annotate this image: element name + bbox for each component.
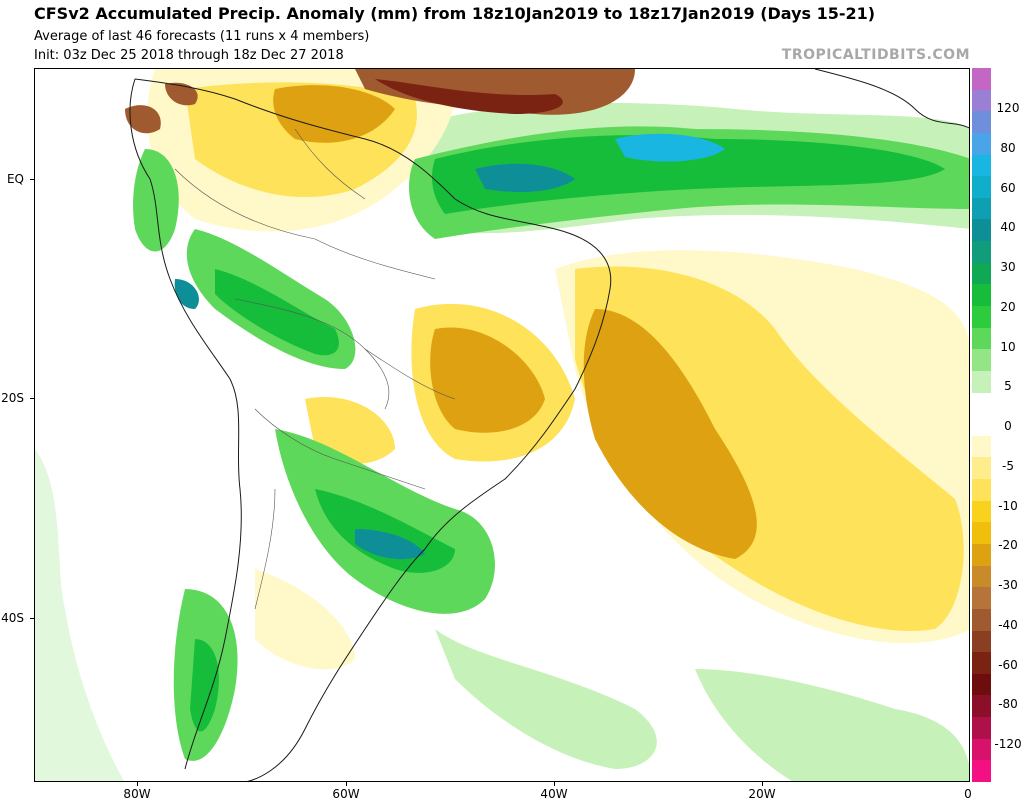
colorbar-swatch bbox=[972, 630, 991, 653]
colorbar-swatch bbox=[972, 262, 991, 285]
colorbar-swatch bbox=[972, 435, 991, 458]
watermark-brand: TROPICALTIDBITS.COM bbox=[781, 47, 970, 63]
wet-strong-regions bbox=[174, 163, 575, 560]
colorbar-swatch bbox=[972, 197, 991, 220]
dry-extreme-regions bbox=[125, 69, 635, 134]
init-time-subtitle: Init: 03z Dec 25 2018 through 18z Dec 27… bbox=[34, 48, 344, 63]
colorbar-swatch bbox=[972, 522, 991, 545]
wet-extreme-regions bbox=[615, 133, 725, 162]
colorbar-label: 20 bbox=[1000, 299, 1016, 314]
colorbar-swatch bbox=[972, 219, 991, 242]
colorbar-swatch bbox=[972, 327, 991, 350]
dry-strong-regions bbox=[273, 85, 757, 559]
colorbar-swatch bbox=[972, 132, 991, 155]
colorbar-swatch bbox=[972, 500, 991, 523]
y-label-20s: 20S bbox=[1, 391, 24, 405]
colorbar-swatch bbox=[972, 565, 991, 588]
colorbar-swatch bbox=[972, 673, 991, 696]
x-label-0: 0 bbox=[964, 787, 972, 801]
x-label-80w: 80W bbox=[123, 787, 151, 801]
colorbar-label: -5 bbox=[1002, 458, 1014, 473]
colorbar-swatch bbox=[972, 241, 991, 264]
y-tick-40s bbox=[30, 618, 34, 619]
chart-title: CFSv2 Accumulated Precip. Anomaly (mm) f… bbox=[34, 4, 876, 23]
coastlines bbox=[129, 69, 969, 781]
colorbar-label: -120 bbox=[994, 737, 1022, 751]
colorbar-label: -40 bbox=[998, 617, 1018, 632]
colorbar-swatch bbox=[972, 176, 991, 199]
colorbar-swatch bbox=[972, 154, 991, 177]
colorbar-label: 120 bbox=[996, 101, 1020, 115]
colorbar-swatch bbox=[972, 370, 991, 393]
colorbar bbox=[972, 68, 991, 783]
colorbar-swatch bbox=[972, 111, 991, 134]
colorbar-label: -20 bbox=[998, 538, 1018, 553]
y-label-eq: EQ bbox=[6, 172, 24, 186]
colorbar-label: 80 bbox=[1000, 140, 1016, 155]
colorbar-label: 30 bbox=[1000, 260, 1016, 274]
colorbar-label: 40 bbox=[1000, 220, 1016, 235]
colorbar-swatch bbox=[972, 652, 991, 675]
x-tick-20w bbox=[762, 782, 763, 786]
colorbar-swatch bbox=[972, 717, 991, 740]
colorbar-swatch bbox=[972, 587, 991, 610]
colorbar-swatch bbox=[972, 738, 991, 761]
y-label-40s: 40S bbox=[1, 611, 24, 625]
colorbar-swatch bbox=[972, 89, 991, 112]
colorbar-label: 10 bbox=[1000, 339, 1016, 354]
colorbar-label: -60 bbox=[998, 657, 1018, 672]
y-tick-eq bbox=[30, 179, 34, 180]
x-tick-40w bbox=[554, 782, 555, 786]
precip-anomaly-map bbox=[34, 68, 970, 782]
colorbar-label: 60 bbox=[1000, 180, 1016, 195]
colorbar-swatch bbox=[972, 695, 991, 718]
colorbar-swatch bbox=[972, 349, 991, 372]
colorbar-swatch bbox=[972, 68, 991, 90]
colorbar-swatch bbox=[972, 608, 991, 631]
forecast-average-subtitle: Average of last 46 forecasts (11 runs x … bbox=[34, 29, 370, 44]
anomaly-field bbox=[35, 69, 969, 781]
colorbar-swatch bbox=[972, 479, 991, 502]
colorbar-swatch bbox=[972, 457, 991, 480]
y-tick-20s bbox=[30, 398, 34, 399]
colorbar-swatch bbox=[972, 760, 991, 783]
colorbar-label: -10 bbox=[998, 498, 1018, 513]
x-tick-60w bbox=[346, 782, 347, 786]
x-label-60w: 60W bbox=[332, 787, 360, 801]
x-label-20w: 20W bbox=[748, 787, 776, 801]
colorbar-swatch bbox=[972, 306, 991, 328]
dry-max-regions bbox=[375, 79, 563, 114]
colorbar-swatch bbox=[972, 392, 991, 415]
colorbar-label: 5 bbox=[1004, 379, 1012, 394]
colorbar-swatch bbox=[972, 544, 991, 566]
x-label-40w: 40W bbox=[540, 787, 568, 801]
colorbar-label: -30 bbox=[998, 578, 1018, 592]
country-borders bbox=[174, 128, 456, 610]
colorbar-label: -80 bbox=[998, 697, 1018, 712]
colorbar-label: 0 bbox=[1004, 419, 1012, 433]
colorbar-swatch bbox=[972, 414, 991, 437]
colorbar-swatch bbox=[972, 284, 991, 307]
x-tick-80w bbox=[137, 782, 138, 786]
